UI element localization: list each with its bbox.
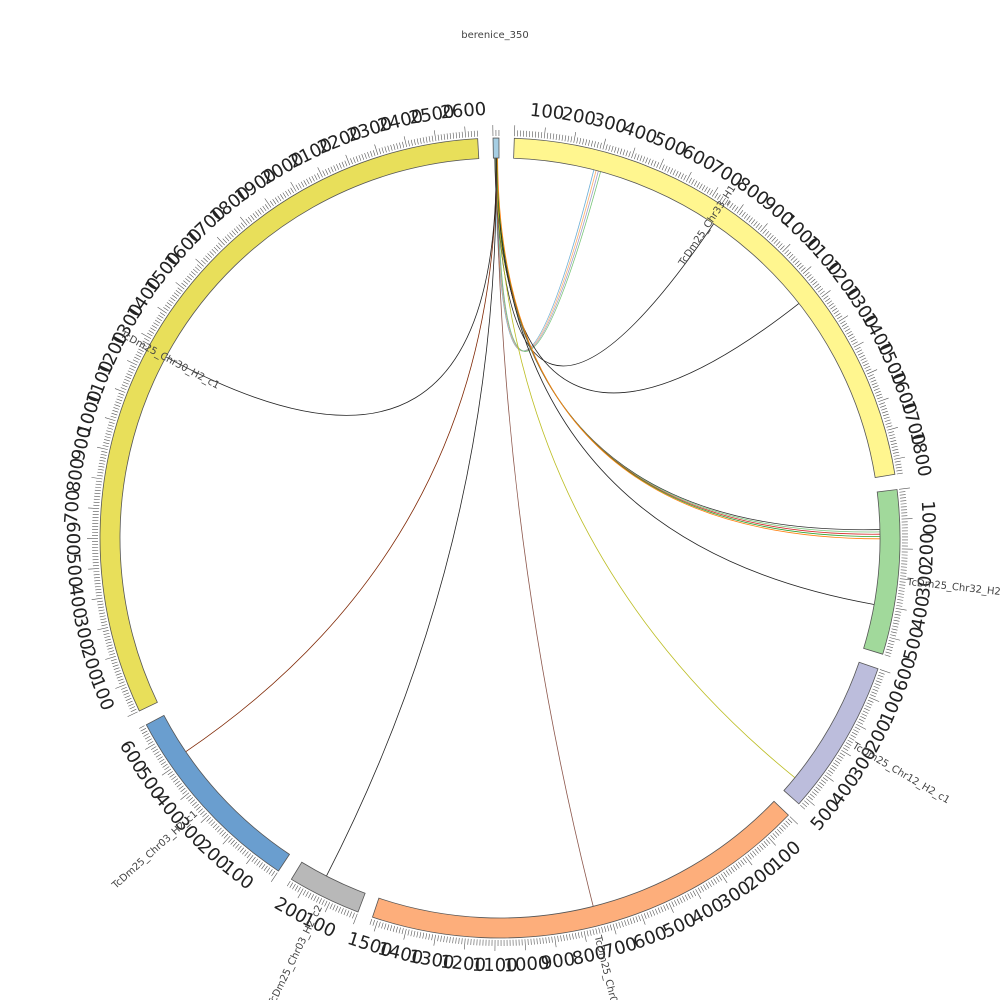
segment-name-tcdm25-chr03-h2-c1: TcDm25_Chr03_H2_c1 [110, 809, 200, 892]
tick-label: 1000 [503, 953, 550, 977]
tick-label: 400 [64, 583, 90, 620]
ticks-berenice-350 [492, 125, 500, 137]
ticks-layer [86, 125, 913, 951]
link-tcdm25-chr03-h2-c2-7-0 [326, 158, 497, 877]
segments-layer [99, 137, 901, 939]
segment-tcdm25-chr32-h2-c2 [863, 489, 901, 655]
tick-label: 500 [62, 552, 86, 588]
link-tcdm25-chr03-h2-c1-8-0 [185, 158, 497, 753]
segment-tcdm25-chr30-h2-c1 [99, 138, 480, 712]
segment-tcdm25-chr12-h2-c1 [783, 661, 879, 805]
link-tcdm25-chr32-h2-c2-3-2 [495, 158, 880, 535]
segment-berenice-350 [492, 137, 500, 159]
link-tcdm25-chr12-h2-c1-5-0 [495, 158, 796, 778]
tick-label: 1800 [905, 430, 935, 479]
segment-name-berenice-350: berenice_350 [461, 30, 528, 41]
tick-label: 800 [63, 457, 89, 494]
links-layer [165, 158, 881, 907]
segment-tcdm25-chr33-h1 [513, 137, 896, 478]
tick-label: 200 [916, 532, 938, 567]
tick-label: 900 [540, 949, 577, 974]
ticks-tcdm25-chr12-h2-c1 [800, 669, 891, 810]
link-tcdm25-chr32-h2-c2-4-0 [495, 158, 875, 605]
link-tcdm25-chr30-h2-c1-9-0 [165, 158, 497, 416]
tick-label: 2600 [440, 99, 487, 124]
segment-tcdm25-chr03-h2-c2 [290, 861, 366, 913]
link-tcdm25-chr32-h2-c2-3-0 [494, 158, 880, 531]
tick-label: 100 [529, 100, 565, 125]
link-tcdm25-chr33-h1-0-0 [494, 158, 595, 352]
ticks-tcdm25-chr03-h2-c2 [286, 880, 358, 925]
labels-layer: berenice_3501002003004005006007008009001… [61, 30, 1000, 1005]
link-tcdm25-chr32-h2-c2-3-4 [497, 158, 881, 540]
ticks-tcdm25-chr03-h2-c1 [139, 725, 278, 883]
tick-label: 1100 [472, 955, 518, 977]
tick-label: 700 [61, 489, 84, 525]
ticks-tcdm25-chr32-h2-c2 [884, 487, 913, 657]
tick-label: 100 [917, 500, 940, 535]
ticks-tcdm25-chr06-h2-c2 [369, 816, 799, 951]
link-tcdm25-chr33-h1-0-3 [496, 158, 601, 352]
link-tcdm25-chr32-h2-c2-3-3 [496, 158, 881, 537]
link-tcdm25-chr06-h2-c2-6-0 [495, 158, 594, 907]
tick-label: 1500 [345, 928, 395, 962]
segment-tcdm25-chr03-h2-c1 [145, 714, 291, 872]
tick-label: 1200 [439, 951, 486, 976]
tick-label: 600 [890, 655, 921, 694]
ticks-tcdm25-chr30-h2-c1 [86, 126, 478, 717]
tick-label: 300 [913, 563, 937, 599]
link-tcdm25-chr32-h2-c2-3-1 [495, 158, 880, 533]
tick-label: 600 [62, 521, 83, 555]
segment-tcdm25-chr06-h2-c2 [371, 800, 789, 939]
ticks-tcdm25-chr33-h1 [514, 125, 906, 475]
